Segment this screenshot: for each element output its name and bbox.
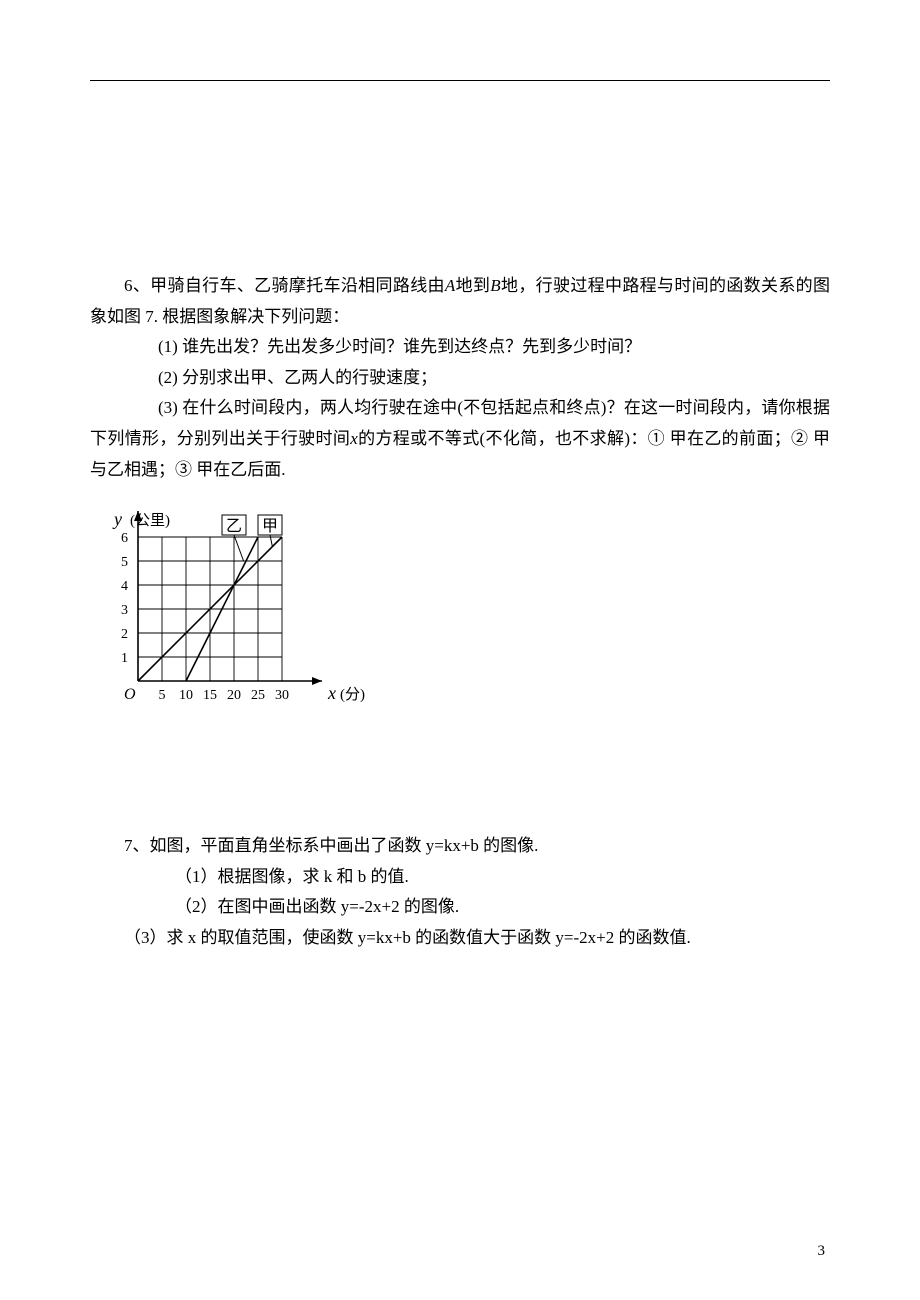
distance-time-chart: 1 2 3 4 5 6 5 10 15 20 25 30 Oy (公里) x(分) 乙 甲 (90, 491, 420, 721)
svg-text:(分): (分) (340, 686, 365, 703)
svg-text:20: 20 (227, 688, 241, 703)
svg-text:6: 6 (121, 531, 128, 546)
q7-text-1: 如图，平面直角坐标系中画出了函数 y=kx+b 的图像. (150, 836, 539, 855)
svg-text:15: 15 (203, 688, 217, 703)
q6-text-1b: 地到 (455, 276, 490, 295)
q6-prefix: 6、 (124, 276, 150, 295)
q7-item2: （2）在图中画出函数 y=-2x+2 的图像. (90, 892, 830, 923)
q6-xvar: x (350, 429, 358, 448)
svg-text:y: y (112, 509, 122, 529)
chart-figure: 1 2 3 4 5 6 5 10 15 20 25 30 Oy (公里) x(分) 乙 甲 (90, 491, 830, 721)
svg-text:x: x (327, 683, 336, 703)
q6-item3: (3) 在什么时间段内，两人均行驶在途中(不包括起点和终点)？在这一时间段内，请… (90, 393, 830, 485)
top-border-rule (90, 80, 830, 81)
svg-text:2: 2 (121, 627, 128, 642)
svg-text:1: 1 (121, 651, 128, 666)
q6-B: B (490, 276, 500, 295)
svg-text:5: 5 (121, 555, 128, 570)
svg-text:4: 4 (121, 579, 128, 594)
svg-text:25: 25 (251, 688, 265, 703)
svg-text:乙: 乙 (226, 518, 242, 535)
q6-A: A (445, 276, 455, 295)
q7-item1: （1）根据图像，求 k 和 b 的值. (90, 862, 830, 893)
page-number: 3 (818, 1243, 826, 1260)
q6-text-1: 甲骑自行车、乙骑摩托车沿相同路线由 (150, 276, 445, 295)
svg-text:(公里): (公里) (130, 512, 170, 529)
svg-text:3: 3 (121, 603, 128, 618)
svg-text:10: 10 (179, 688, 193, 703)
q6-item1: (1) 谁先出发？先出发多少时间？谁先到达终点？先到多少时间？ (90, 332, 830, 363)
q6-stem: 6、甲骑自行车、乙骑摩托车沿相同路线由A地到B地，行驶过程中路程与时间的函数关系… (90, 271, 830, 332)
q7-prefix: 7、 (124, 836, 150, 855)
q7-item3: （3）求 x 的取值范围，使函数 y=kx+b 的函数值大于函数 y=-2x+2… (90, 923, 830, 954)
q7-stem: 7、如图，平面直角坐标系中画出了函数 y=kx+b 的图像. (90, 831, 830, 862)
svg-text:5: 5 (159, 688, 166, 703)
svg-text:甲: 甲 (262, 518, 278, 535)
svg-text:O: O (124, 686, 136, 703)
q6-item2: (2) 分别求出甲、乙两人的行驶速度； (90, 363, 830, 394)
svg-text:30: 30 (275, 688, 289, 703)
